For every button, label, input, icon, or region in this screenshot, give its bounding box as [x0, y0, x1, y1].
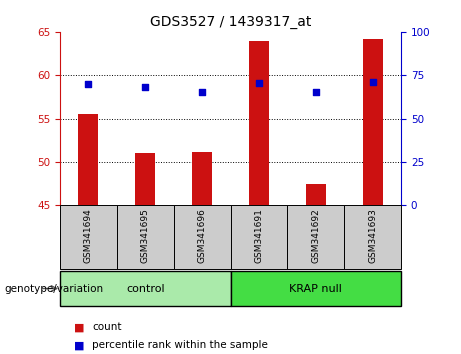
Title: GDS3527 / 1439317_at: GDS3527 / 1439317_at [150, 16, 311, 29]
Bar [287, 205, 344, 269]
Bar [230, 205, 287, 269]
Text: ■: ■ [74, 322, 84, 332]
Bar [230, 271, 401, 306]
Point [369, 79, 376, 85]
Bar [117, 205, 174, 269]
Text: percentile rank within the sample: percentile rank within the sample [92, 340, 268, 350]
Text: GSM341695: GSM341695 [141, 209, 150, 263]
Text: KRAP null: KRAP null [290, 284, 342, 293]
Point [85, 81, 92, 87]
Bar [60, 271, 230, 306]
Text: control: control [126, 284, 165, 293]
Text: count: count [92, 322, 122, 332]
Text: GSM341692: GSM341692 [311, 209, 320, 263]
Text: GSM341693: GSM341693 [368, 209, 377, 263]
Bar [192, 152, 212, 205]
Bar [60, 205, 117, 269]
Point [312, 89, 319, 95]
Bar [135, 153, 155, 205]
Text: GSM341696: GSM341696 [198, 209, 207, 263]
Text: GSM341694: GSM341694 [84, 209, 93, 263]
Point [255, 80, 263, 86]
Text: ■: ■ [74, 340, 84, 350]
Bar [174, 205, 230, 269]
Text: genotype/variation: genotype/variation [5, 284, 104, 293]
Point [142, 85, 149, 90]
Bar [78, 114, 98, 205]
Text: GSM341691: GSM341691 [254, 209, 263, 263]
Bar [306, 184, 326, 205]
Bar [249, 40, 269, 205]
Bar [363, 39, 383, 205]
Point [198, 89, 206, 95]
Bar [344, 205, 401, 269]
